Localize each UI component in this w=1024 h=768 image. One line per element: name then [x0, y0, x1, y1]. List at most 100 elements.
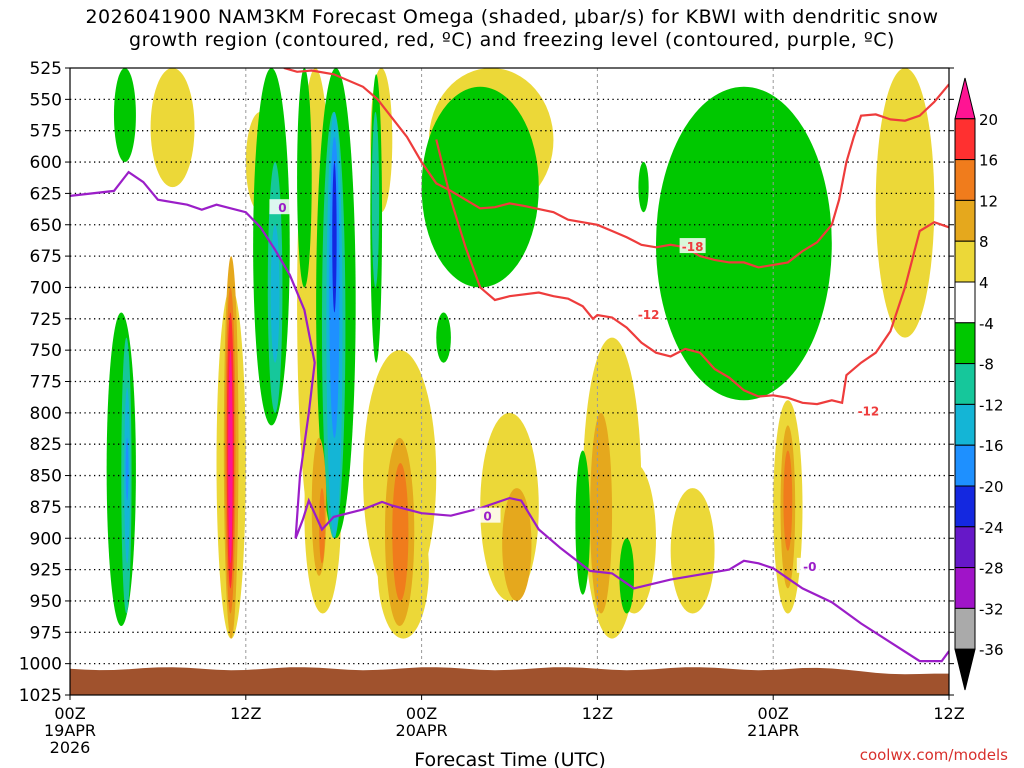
grid-lines: [70, 68, 949, 695]
y-tick-label: 850: [30, 467, 62, 487]
colorbar-label: -36: [979, 641, 1004, 659]
omega-region-17: [106, 312, 136, 627]
y-tick-label: 675: [30, 247, 62, 267]
x-tick-label: 21APR: [747, 721, 799, 740]
contour-label-bg: [855, 402, 882, 418]
colorbar-swatch: [954, 240, 976, 283]
y-axis: 525 550 575 600 625 650 675 700 725 750 775 800 825 8…: [19, 59, 954, 706]
omega-region-41: [590, 412, 613, 614]
omega-region-45: [392, 463, 409, 601]
x-tick-label: 2026: [50, 738, 91, 757]
colorbar-swatch: [954, 118, 976, 161]
colorbar-label: -16: [979, 437, 1004, 455]
contour-label: -12: [858, 404, 880, 418]
colorbar-label: -24: [979, 519, 1004, 537]
omega-region-36: [332, 162, 337, 313]
omega-region-23: [575, 450, 591, 595]
x-tick-label: 12Z: [582, 704, 613, 723]
contour-label-bg: [679, 238, 706, 254]
omega-region-6: [421, 86, 539, 288]
colorbar-swatch: [954, 444, 976, 487]
ground-fill: [70, 667, 949, 695]
contour-lines: [70, 68, 949, 663]
contour-freezing-level: [70, 170, 949, 663]
y-tick-label: 975: [30, 623, 62, 643]
y-tick-label: 625: [30, 184, 62, 204]
omega-region-11: [612, 463, 657, 614]
credit-text: coolwx.com/models: [859, 746, 1008, 764]
contour-label-bg: [474, 507, 501, 523]
y-tick-label: 700: [30, 278, 62, 298]
contour-label: -18: [682, 240, 704, 254]
x-axis-label: Forecast Time (UTC): [414, 749, 605, 768]
contour-dendritic-top: [283, 68, 949, 269]
omega-region-40: [502, 488, 532, 601]
colorbar-label: -20: [979, 478, 1004, 496]
omega-region-48: [228, 350, 233, 564]
y-tick-label: 925: [30, 561, 62, 581]
omega-region-30: [371, 111, 380, 288]
colorbar-label: -28: [979, 560, 1004, 578]
colorbar-swatch: [954, 403, 976, 446]
colorbar-swatch-top: [954, 77, 976, 120]
y-tick-label: 950: [30, 592, 62, 612]
x-tick-label: 00Z: [758, 704, 789, 723]
contour-labels: 0 0 -0 -18 -12 -12: [269, 199, 882, 574]
contour-label: 0: [278, 201, 286, 215]
contour-label-bg: [796, 557, 823, 573]
chart-title-line-1: 2026041900 NAM3KM Forecast Omega (shaded…: [85, 6, 939, 28]
x-tick-label: 12Z: [230, 704, 261, 723]
colorbar-label: -8: [979, 356, 994, 374]
omega-region-20: [297, 68, 312, 288]
y-tick-label: 650: [30, 216, 62, 236]
colorbar-swatch: [954, 526, 976, 569]
colorbar-swatch: [954, 322, 976, 365]
y-tick-label: 550: [30, 90, 62, 110]
colorbar-label: 12: [979, 192, 998, 210]
y-tick-label: 1000: [19, 655, 62, 675]
y-tick-label: 1025: [19, 686, 62, 706]
x-tick-label: 00Z: [406, 704, 437, 723]
y-tick-label: 725: [30, 310, 62, 330]
colorbar-swatch: [954, 607, 976, 650]
contour-dendritic-bottom: [435, 139, 949, 406]
y-tick-label: 800: [30, 404, 62, 424]
chart-title-line-2: growth region (contoured, red, ºC) and f…: [129, 29, 895, 51]
colorbar-swatch: [954, 281, 976, 324]
y-tick-label: 600: [30, 153, 62, 173]
x-tick-label: 00Z: [54, 704, 85, 723]
contour-label: -12: [638, 308, 660, 322]
omega-region-32: [270, 224, 280, 363]
y-tick-label: 575: [30, 122, 62, 142]
y-tick-label: 775: [30, 373, 62, 393]
omega-region-35: [125, 437, 129, 501]
chart-title: 2026041900 NAM3KM Forecast Omega (shaded…: [0, 6, 1024, 52]
ground-terrain: [70, 667, 949, 695]
colorbar-swatch: [954, 199, 976, 242]
omega-region-18: [113, 68, 136, 163]
omega-region-25: [638, 162, 649, 213]
colorbar-label: -32: [979, 600, 1004, 618]
colorbar-label: -4: [979, 315, 994, 333]
omega-region-26: [436, 312, 451, 363]
colorbar-label: -12: [979, 396, 1004, 414]
contour-label: 0: [483, 510, 491, 524]
contour-label: -0: [803, 560, 816, 574]
colorbar: 20 16 12 8 4 -4 -8 -12 -16 -20 -24 -28 -32 -36: [954, 77, 1004, 691]
colorbar-swatch: [954, 363, 976, 405]
colorbar-label: 8: [979, 233, 989, 251]
colorbar-label: 4: [979, 274, 989, 292]
y-tick-label: 750: [30, 341, 62, 361]
omega-region-24: [619, 538, 635, 614]
colorbar-swatch: [954, 485, 976, 528]
colorbar-swatch: [954, 567, 976, 609]
omega-region-46: [783, 450, 793, 551]
contour-label-bg: [635, 305, 662, 321]
y-tick-label: 900: [30, 529, 62, 549]
y-tick-label: 875: [30, 498, 62, 518]
colorbar-label: 20: [979, 111, 998, 129]
colorbar-swatch: [954, 159, 976, 201]
omega-region-5: [875, 68, 935, 338]
